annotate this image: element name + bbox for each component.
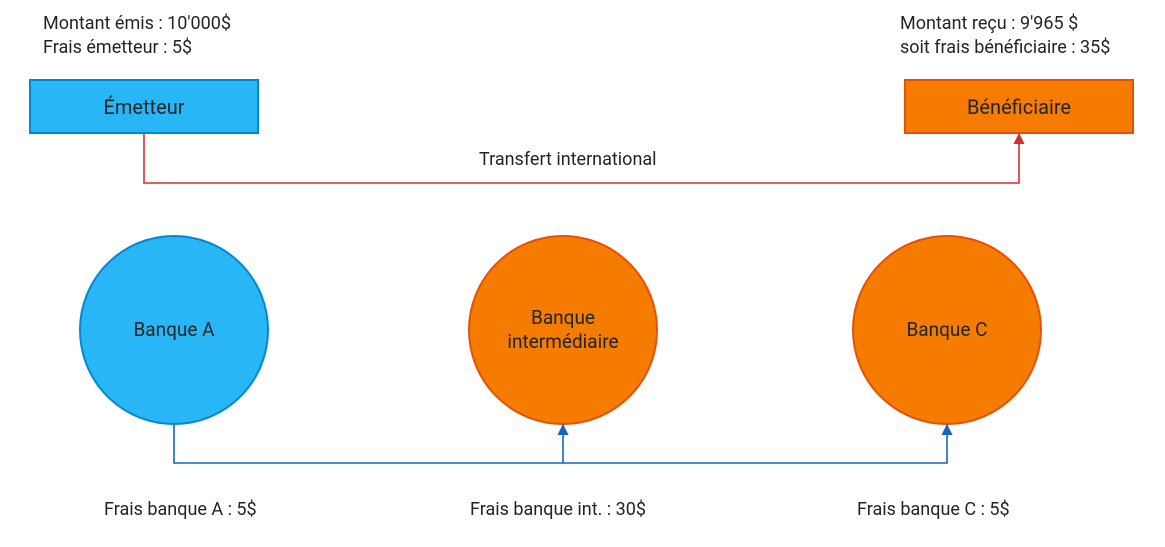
emitter-to-beneficiary-edge: [144, 134, 1019, 183]
bank-int-to-c-edge: [563, 425, 947, 463]
connectors-svg: [0, 0, 1165, 547]
transfer-diagram: Montant émis : 10'000$ Frais émetteur : …: [0, 0, 1165, 547]
bank-a-to-int-edge: [174, 425, 563, 463]
